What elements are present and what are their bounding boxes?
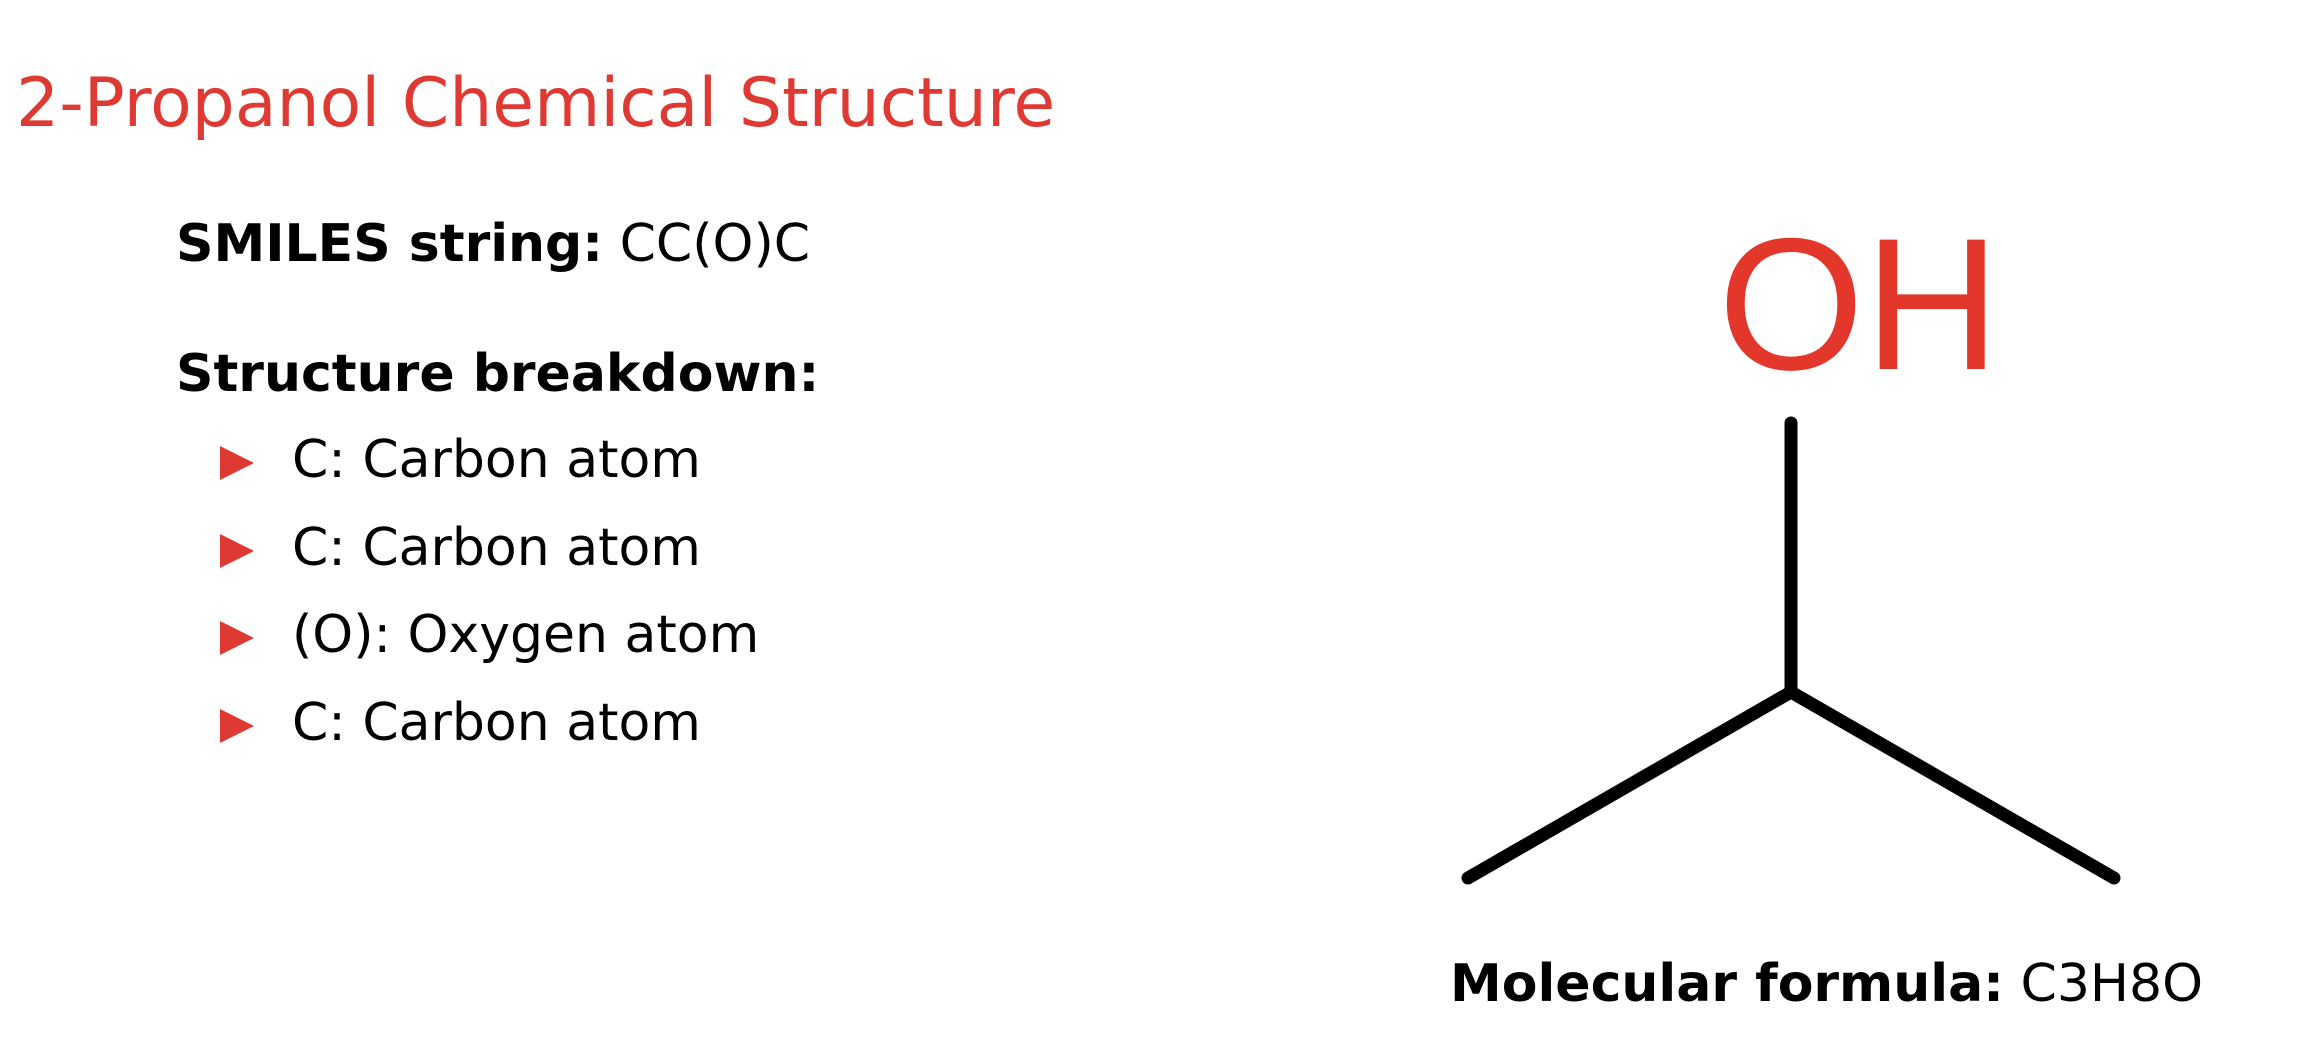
hydroxyl-label: OH: [1718, 199, 2000, 409]
list-item-text: C: Carbon atom: [292, 517, 701, 578]
breakdown-heading: Structure breakdown:: [176, 344, 820, 404]
list-item-text: C: Carbon atom: [292, 430, 701, 490]
smiles-line: SMILES string: CC(O)C: [176, 212, 810, 276]
triangle-bullet-icon: [220, 446, 254, 480]
formula-value: C3H8O: [2020, 954, 2204, 1014]
smiles-label: SMILES string:: [176, 214, 604, 274]
bond-c2-c1: [1461, 685, 1798, 885]
page-title: 2-Propanol Chemical Structure: [16, 64, 1056, 143]
triangle-bullet-icon: [220, 533, 254, 568]
formula-label: Molecular formula:: [1450, 954, 2004, 1014]
list-item-text: (O): Oxygen atom: [292, 605, 760, 665]
smiles-value: CC(O)C: [619, 214, 811, 274]
bond-c2-c3: [1784, 685, 2121, 885]
triangle-bullet-icon: [220, 708, 254, 743]
list-item-text: C: Carbon atom: [292, 692, 701, 753]
molecular-formula: Molecular formula: C3H8O: [1450, 952, 2203, 1016]
triangle-bullet-icon: [220, 621, 254, 655]
